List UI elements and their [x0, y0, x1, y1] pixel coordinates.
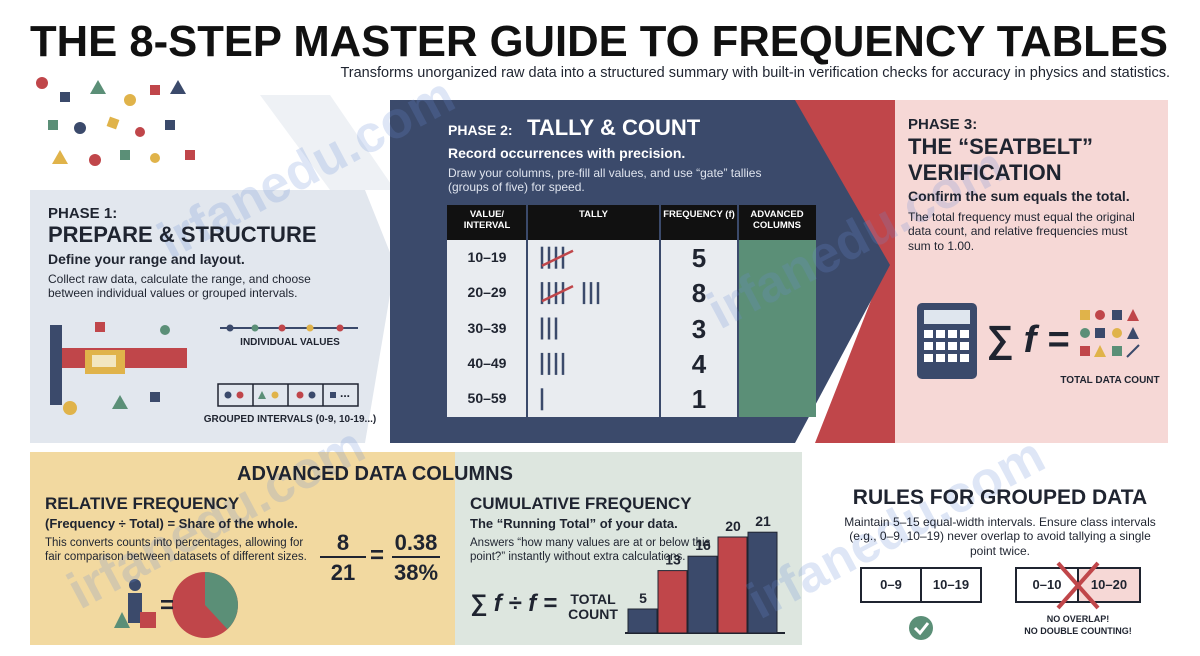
red-band	[790, 100, 895, 443]
calculator-icon	[917, 303, 977, 379]
section-title: ADVANCED DATA COLUMNS	[237, 463, 513, 485]
col-text: This converts counts into percentages, a…	[45, 537, 307, 563]
bar-label: 21	[755, 513, 771, 529]
interval: 10–20	[1090, 577, 1128, 592]
pie-slice	[205, 572, 239, 630]
cumulative-chart: 5 13 16 20 21	[625, 513, 785, 634]
equals: =	[370, 542, 385, 569]
tally-slash	[541, 249, 574, 267]
bar-label: 20	[725, 518, 741, 534]
phase-title: TALLY & COUNT	[527, 115, 701, 140]
denominator: 21	[330, 560, 356, 585]
pie	[172, 572, 239, 638]
bar-label: 16	[695, 537, 711, 553]
arrow-deco	[260, 95, 395, 190]
col-lead: (Frequency ÷ Total) = Share of the whole…	[45, 516, 298, 531]
phase-text: Collect raw data, calculate the range, a…	[48, 272, 311, 301]
decimal: 0.38	[394, 530, 438, 555]
grouped-boxes	[217, 383, 359, 407]
table-header: TALLY	[578, 209, 609, 220]
phase-title: PREPARE & STRUCTURE	[48, 222, 317, 247]
tally-slash	[541, 284, 574, 303]
bar	[627, 608, 658, 634]
bar	[657, 570, 688, 634]
grouped-label: GROUPED INTERVALS (0-9, 10-19...)	[203, 414, 377, 425]
percent: 38%	[393, 560, 439, 585]
subtitle: Transforms unorganized raw data into a s…	[340, 65, 1170, 81]
bar	[687, 555, 718, 634]
phase3-panel	[895, 100, 1168, 443]
confetti	[36, 77, 195, 166]
interval: 30–39	[467, 319, 507, 336]
frequency: 1	[691, 384, 707, 415]
phase-title: THE “SEATBELT” VERIFICATION	[908, 134, 1093, 186]
frequency: 3	[691, 313, 707, 344]
interval: 10–19	[932, 577, 970, 592]
frequency: 8	[691, 278, 707, 309]
phase-label: PHASE 1:	[48, 205, 118, 222]
interval: 20–29	[467, 284, 507, 301]
phase-label: PHASE 2:	[448, 122, 513, 138]
formula-caption: TOTAL DATA COUNT	[1060, 375, 1160, 386]
col-title: CUMULATIVE FREQUENCY	[470, 494, 692, 513]
phase-lead: Record occurrences with precision.	[448, 145, 686, 161]
phase1-panel	[30, 190, 395, 443]
frequency-table	[447, 205, 816, 417]
person-icon	[114, 579, 156, 628]
table-header: FREQUENCY (f)	[663, 209, 735, 220]
individual-values-line	[220, 324, 358, 332]
interval: 40–49	[467, 354, 507, 371]
bar-label: 5	[639, 590, 647, 606]
interval: 0–10	[1032, 577, 1062, 592]
bad-caption: NO OVERLAP!	[1046, 614, 1110, 624]
col-lead: The “Running Total” of your data.	[470, 516, 678, 531]
formula-result: TOTAL COUNT	[568, 591, 618, 622]
col-title: RELATIVE FREQUENCY	[45, 494, 240, 513]
col-text: Answers “how many values are at or below…	[470, 537, 711, 563]
interval: 50–59	[467, 390, 507, 407]
table-header: ADVANCED COLUMNS	[750, 209, 804, 231]
phase-text: Draw your columns, pre-fill all values, …	[448, 166, 762, 195]
frequency: 4	[691, 348, 707, 379]
interval: 0–9	[880, 577, 902, 592]
sum-formula: ∑ f =	[986, 319, 1070, 361]
phase-lead: Define your range and layout.	[48, 251, 245, 267]
rules-text: Maintain 5–15 equal-width intervals. Ens…	[844, 515, 1156, 558]
relative-panel	[30, 452, 455, 645]
bar-label: 13	[665, 552, 681, 568]
title: THE 8-STEP MASTER GUIDE TO FREQUENCY TAB…	[30, 17, 1168, 66]
phase-label: PHASE 3:	[908, 116, 978, 133]
bad-intervals	[1015, 561, 1141, 610]
cumulative-formula: ∑ f ÷ f =	[470, 590, 557, 617]
frequency: 5	[691, 242, 707, 273]
numerator: 8	[336, 530, 350, 555]
caliper-icon	[50, 322, 187, 415]
table-header: VALUE/ INTERVAL	[463, 209, 511, 231]
rules-title: RULES FOR GROUPED DATA	[852, 486, 1148, 509]
phase-text: The total frequency must equal the origi…	[908, 210, 1135, 253]
equals: =	[160, 592, 175, 619]
grouped-more: ...	[340, 386, 351, 400]
good-intervals	[860, 567, 982, 640]
shape-grid	[1080, 309, 1140, 358]
phase-lead: Confirm the sum equals the total.	[908, 188, 1130, 204]
bar	[717, 536, 748, 634]
individual-label: INDIVIDUAL VALUES	[240, 337, 340, 348]
bar	[747, 531, 778, 634]
interval: 10–19	[467, 248, 507, 265]
bad-caption: NO DOUBLE COUNTING!	[1024, 626, 1132, 636]
